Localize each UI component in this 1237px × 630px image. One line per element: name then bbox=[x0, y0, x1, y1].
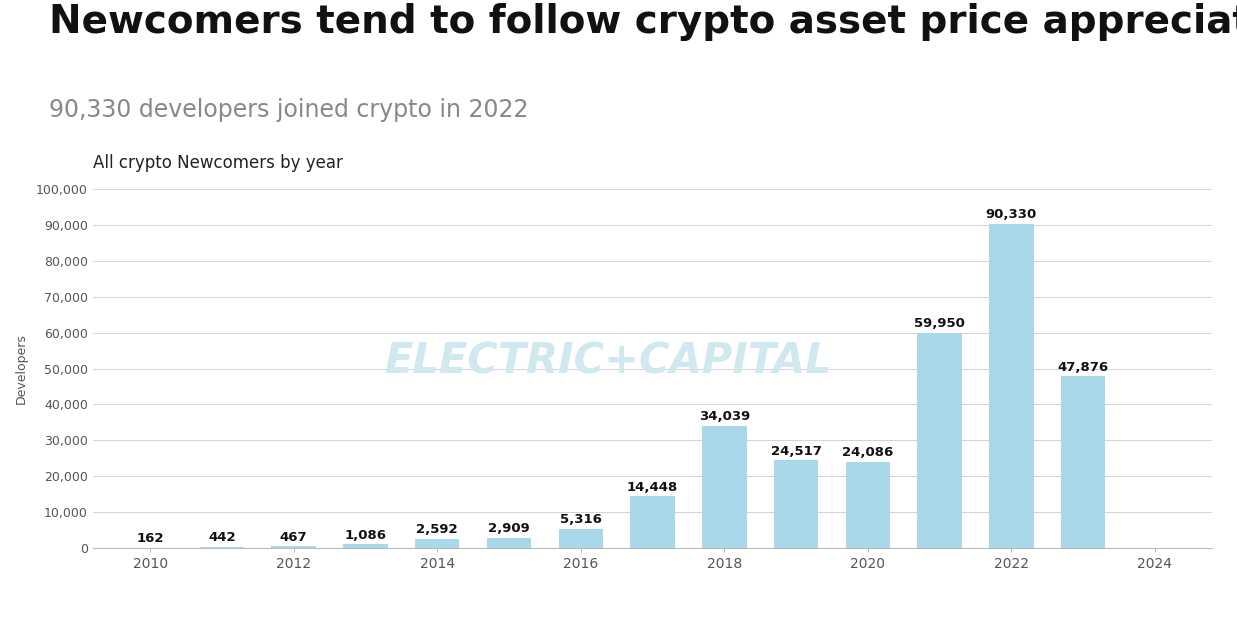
Bar bbox=[343, 544, 387, 548]
Bar bbox=[703, 426, 746, 548]
Text: 1,086: 1,086 bbox=[344, 529, 386, 542]
Text: 90,330 developers joined crypto in 2022: 90,330 developers joined crypto in 2022 bbox=[49, 98, 529, 122]
Bar bbox=[199, 546, 244, 548]
Text: ELECTRIC+CAPITAL: ELECTRIC+CAPITAL bbox=[383, 340, 831, 382]
Text: 24,086: 24,086 bbox=[842, 446, 893, 459]
Bar bbox=[990, 224, 1034, 548]
Bar bbox=[486, 537, 531, 548]
Bar bbox=[271, 546, 315, 548]
Text: 162: 162 bbox=[136, 532, 165, 545]
Text: 59,950: 59,950 bbox=[914, 318, 965, 330]
Bar bbox=[559, 529, 602, 548]
Text: 5,316: 5,316 bbox=[560, 513, 601, 527]
Text: Newcomers tend to follow crypto asset price appreciation: Newcomers tend to follow crypto asset pr… bbox=[49, 3, 1237, 41]
Text: All crypto Newcomers by year: All crypto Newcomers by year bbox=[93, 154, 343, 173]
Text: 467: 467 bbox=[280, 531, 308, 544]
Bar bbox=[1061, 376, 1106, 548]
Text: 90,330: 90,330 bbox=[986, 208, 1037, 221]
Y-axis label: Developers: Developers bbox=[15, 333, 27, 404]
Text: 24,517: 24,517 bbox=[771, 445, 821, 457]
Text: 47,876: 47,876 bbox=[1058, 360, 1108, 374]
Bar bbox=[846, 462, 891, 548]
Text: 2,909: 2,909 bbox=[489, 522, 529, 535]
Bar bbox=[414, 539, 459, 548]
Text: 34,039: 34,039 bbox=[699, 410, 750, 423]
Text: 2,592: 2,592 bbox=[417, 524, 458, 536]
Bar bbox=[918, 333, 962, 548]
Bar bbox=[774, 460, 819, 548]
Bar bbox=[631, 496, 674, 548]
Text: 442: 442 bbox=[208, 531, 236, 544]
Text: 14,448: 14,448 bbox=[627, 481, 678, 494]
